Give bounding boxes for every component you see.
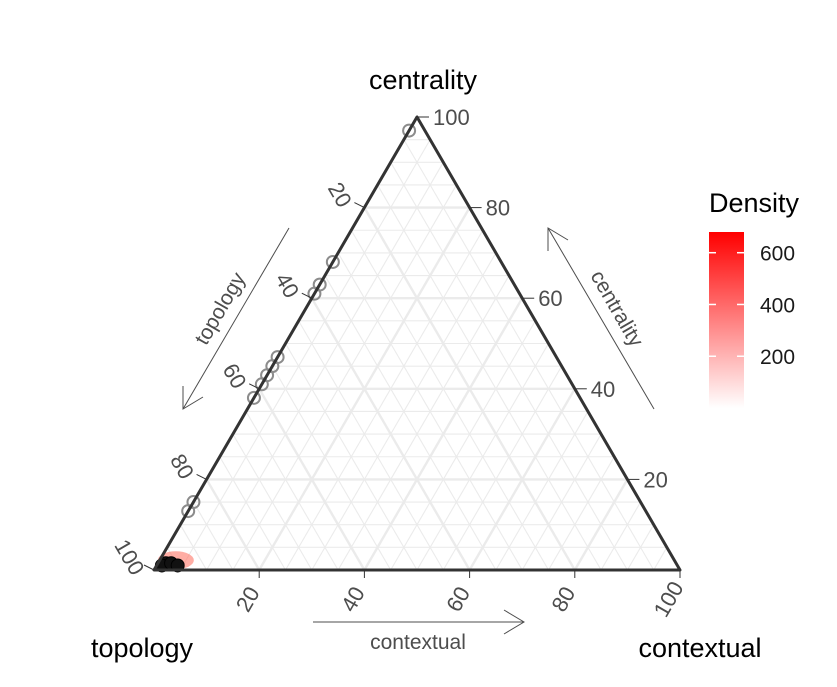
grid-line-topology (403, 139, 655, 571)
grid-line-contextual (548, 456, 615, 571)
grid-line-contextual (653, 547, 668, 571)
grid-line-contextual (442, 365, 563, 571)
grid-line-contextual (600, 501, 642, 571)
tick-label-right: 60 (538, 286, 562, 311)
tick-label-right: 20 (643, 467, 667, 492)
legend-title: Density (709, 188, 800, 218)
tick-mark-left (143, 564, 155, 571)
grid-line-contextual (416, 343, 549, 571)
grid-line-contextual (337, 275, 510, 571)
grid-line-topology (298, 320, 444, 571)
grid-line-contextual (573, 478, 629, 571)
grid-line-topology (271, 365, 392, 571)
grid-line-contextual (232, 184, 457, 571)
grid-line-topology (219, 456, 286, 571)
tick-label-bottom: 20 (231, 582, 265, 616)
grid-line-topology (205, 478, 261, 571)
tick-label-left: 40 (270, 269, 304, 303)
tick-label-left: 60 (218, 359, 252, 393)
tick-mark-left (354, 202, 365, 209)
legend-tick-label: 600 (760, 243, 795, 266)
tick-label-right: 80 (486, 196, 510, 221)
tick-label-bottom: 80 (546, 582, 580, 616)
grid-line-contextual (521, 433, 602, 571)
density-points (154, 123, 417, 573)
axis-ticks: 20 20 20 40 40 40 60 60 60 80 80 80 100 100 100 (109, 105, 688, 621)
grid-line-topology (245, 411, 339, 571)
tick-label-left: 100 (109, 535, 149, 579)
vertex-label-top: centrality (369, 65, 478, 95)
data-point (325, 254, 340, 269)
vertex-label-right: contextual (638, 633, 761, 663)
grid-line-topology (232, 433, 313, 571)
arrow-bottom: contextual (313, 609, 525, 654)
legend-tick-label: 200 (760, 346, 795, 369)
grid-lines (166, 139, 668, 571)
data-point (246, 390, 261, 405)
grid-line-contextual (495, 411, 589, 571)
tick-label-right: 100 (433, 105, 470, 130)
tick-label-bottom: 60 (441, 582, 475, 616)
tick-mark-left (196, 473, 207, 480)
data-point (270, 350, 285, 365)
legend-tick-label: 400 (760, 294, 795, 317)
data-point (402, 123, 417, 138)
arrow-label-bottom: contextual (370, 631, 466, 654)
triangle-frame (152, 115, 682, 572)
tick-mark-left (248, 383, 260, 390)
grid-line-topology (192, 501, 234, 571)
triangle-outline (152, 115, 682, 572)
data-point (312, 277, 327, 292)
grid-line-topology (258, 388, 366, 571)
legend: Density 200 400 600 (709, 188, 800, 408)
tick-label-right: 40 (591, 377, 615, 402)
grid-line-contextual (626, 524, 655, 571)
grid-line-contextual (390, 320, 536, 571)
grid-line-contextual (468, 388, 576, 571)
grid-line-contextual (179, 139, 431, 571)
legend-colorbar (709, 232, 744, 408)
grid-line-topology (350, 229, 549, 571)
tick-label-bottom: 100 (649, 577, 689, 621)
tick-label-bottom: 40 (336, 582, 370, 616)
grid-line-contextual (285, 229, 484, 571)
grid-line-topology (377, 184, 602, 571)
grid-line-topology (285, 343, 418, 571)
data-point (186, 495, 201, 510)
tick-mark-left (301, 292, 313, 299)
vertex-label-left: topology (91, 633, 194, 663)
tick-label-left: 20 (323, 178, 357, 212)
tick-label-left: 80 (165, 450, 199, 484)
grid-line-topology (179, 524, 208, 571)
grid-line-topology (324, 275, 497, 571)
